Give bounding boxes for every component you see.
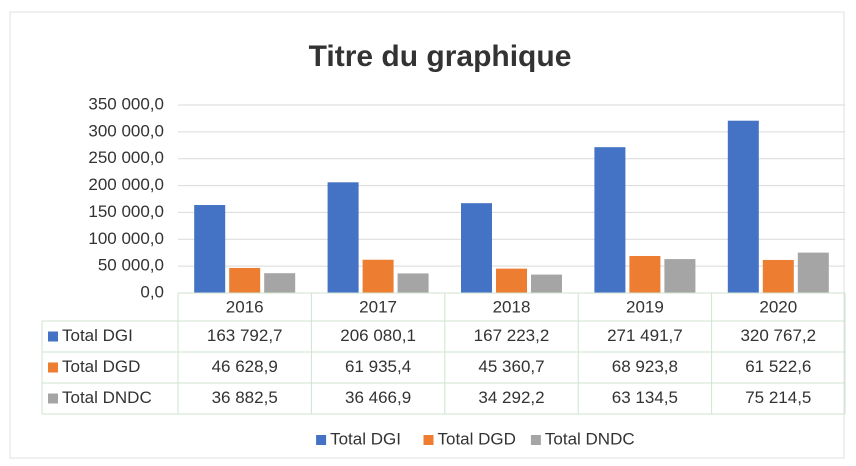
- y-tick-label: 100 000,0: [88, 229, 164, 248]
- table-cell: 61 522,6: [745, 357, 811, 376]
- bar: [264, 273, 296, 293]
- bar: [194, 205, 226, 293]
- table-legend-key: [48, 331, 58, 342]
- table-cell: 46 628,9: [212, 357, 278, 376]
- bar: [229, 267, 261, 293]
- bar: [594, 147, 626, 293]
- bar: [327, 182, 359, 293]
- x-tick-label: 2019: [626, 297, 664, 316]
- legend-label: Total DNDC: [545, 429, 635, 448]
- y-tick-label: 350 000,0: [88, 94, 164, 113]
- y-tick-label: 150 000,0: [88, 202, 164, 221]
- y-tick-label: 250 000,0: [88, 148, 164, 167]
- table-cell: 271 491,7: [607, 326, 683, 345]
- table-cell: 45 360,7: [478, 357, 544, 376]
- legend-label: Total DGD: [438, 429, 516, 448]
- chart-border: [9, 11, 845, 459]
- y-tick-label: 50 000,0: [98, 256, 164, 275]
- table-cell: 34 292,2: [478, 388, 544, 407]
- x-tick-label: 2020: [759, 297, 797, 316]
- table-cell: 36 882,5: [212, 388, 278, 407]
- legend-label: Total DGI: [330, 429, 401, 448]
- table-legend-key: [48, 362, 58, 373]
- bar: [727, 120, 759, 294]
- table-cell: 61 935,4: [345, 357, 411, 376]
- bar: [531, 274, 562, 293]
- legend-key: [316, 435, 327, 445]
- bar: [397, 273, 429, 293]
- table-cell: 68 923,8: [612, 357, 678, 376]
- bar: [664, 259, 696, 293]
- table-cell: 75 214,5: [745, 388, 811, 407]
- y-tick-label: 200 000,0: [88, 175, 164, 194]
- table-row-label: Total DNDC: [62, 388, 152, 407]
- x-tick-label: 2016: [226, 297, 264, 316]
- x-tick-label: 2017: [359, 297, 397, 316]
- table-row-label: Total DGI: [62, 326, 133, 345]
- table-cell: 36 466,9: [345, 388, 411, 407]
- bar: [461, 203, 492, 293]
- bar: [362, 259, 394, 293]
- bar: [762, 259, 794, 293]
- bar: [629, 255, 661, 293]
- table-cell: 163 792,7: [207, 326, 283, 345]
- table-legend-key: [48, 393, 58, 404]
- table-cell: 320 767,2: [740, 326, 816, 345]
- table-row-label: Total DGD: [62, 357, 140, 376]
- y-tick-label: 0,0: [140, 282, 164, 301]
- legend-key: [530, 435, 541, 445]
- y-tick-label: 300 000,0: [88, 121, 164, 140]
- table-cell: 167 223,2: [474, 326, 550, 345]
- bar: [496, 268, 527, 293]
- table-cell: 63 134,5: [612, 388, 678, 407]
- table-cell: 206 080,1: [340, 326, 416, 345]
- legend-key: [423, 435, 434, 445]
- bar: [797, 252, 829, 293]
- chart-title: Titre du graphique: [309, 40, 572, 73]
- x-tick-label: 2018: [493, 297, 531, 316]
